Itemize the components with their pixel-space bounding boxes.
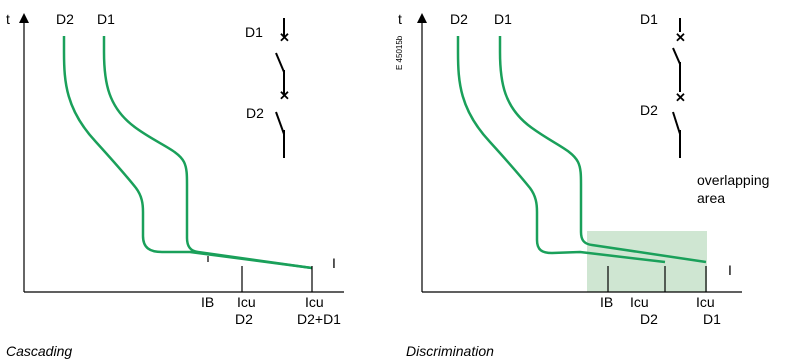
switch-d2-label: D2	[640, 102, 658, 118]
tick-icu-d1-sublabel: D1	[703, 311, 721, 327]
switch-d2-label: D2	[246, 105, 264, 121]
overlap-label-line2: area	[697, 190, 725, 206]
tick-icu-d2-sublabel: D2	[640, 311, 658, 327]
overlap-label: overlapping	[697, 172, 769, 188]
tick-icu-d2d1-label: Icu	[305, 294, 324, 310]
curve-d1-label: D1	[97, 11, 115, 27]
curve-d1	[498, 36, 707, 264]
cascading-panel: t I D2 D1 IB Icu D2 Icu D2+D1 D1 ✕ ✕ D2 …	[6, 11, 344, 359]
tick-ib-label: IB	[201, 294, 214, 310]
current-axis-label: I	[728, 262, 732, 278]
curve-d1	[102, 36, 313, 270]
caption-discrimination: Discrimination	[406, 343, 494, 359]
breaker-schematic: D1 ✕ ✕ D2	[245, 18, 290, 158]
breaker-d2-cross-icon: ✕	[675, 90, 686, 105]
tick-icu-d1-label: Icu	[696, 294, 715, 310]
caption-cascading: Cascading	[6, 343, 72, 359]
tick-icu-d2-label: Icu	[237, 294, 256, 310]
time-axis-label: t	[6, 11, 10, 27]
overlap-area	[587, 231, 707, 292]
breaker-d2-cross-icon: ✕	[279, 88, 290, 103]
curve-d2	[456, 36, 666, 264]
breaker-d1-cross-icon: ✕	[675, 30, 686, 45]
current-axis-label: I	[332, 255, 336, 271]
tick-icu-d2d1-sublabel: D2+D1	[297, 311, 341, 327]
tick-ib-label: IB	[600, 294, 613, 310]
reference-code: E 45015b	[395, 35, 404, 70]
breaker-schematic: D1 ✕ ✕ D2	[640, 11, 686, 158]
tick-icu-d2-sublabel: D2	[235, 311, 253, 327]
breaker-d1-cross-icon: ✕	[279, 30, 290, 45]
switch-d1-label: D1	[640, 11, 658, 27]
curve-d2	[62, 36, 313, 270]
curve-d2-label: D2	[56, 11, 74, 27]
tick-icu-d2-label: Icu	[630, 294, 649, 310]
time-axis-label: t	[398, 11, 402, 27]
discrimination-panel: E 45015b t I D2 D1 IB Icu D2 Icu D1 D1 ✕…	[395, 11, 769, 359]
curve-d2-label: D2	[450, 11, 468, 27]
switch-d1-label: D1	[245, 24, 263, 40]
curve-d1-label: D1	[494, 11, 512, 27]
